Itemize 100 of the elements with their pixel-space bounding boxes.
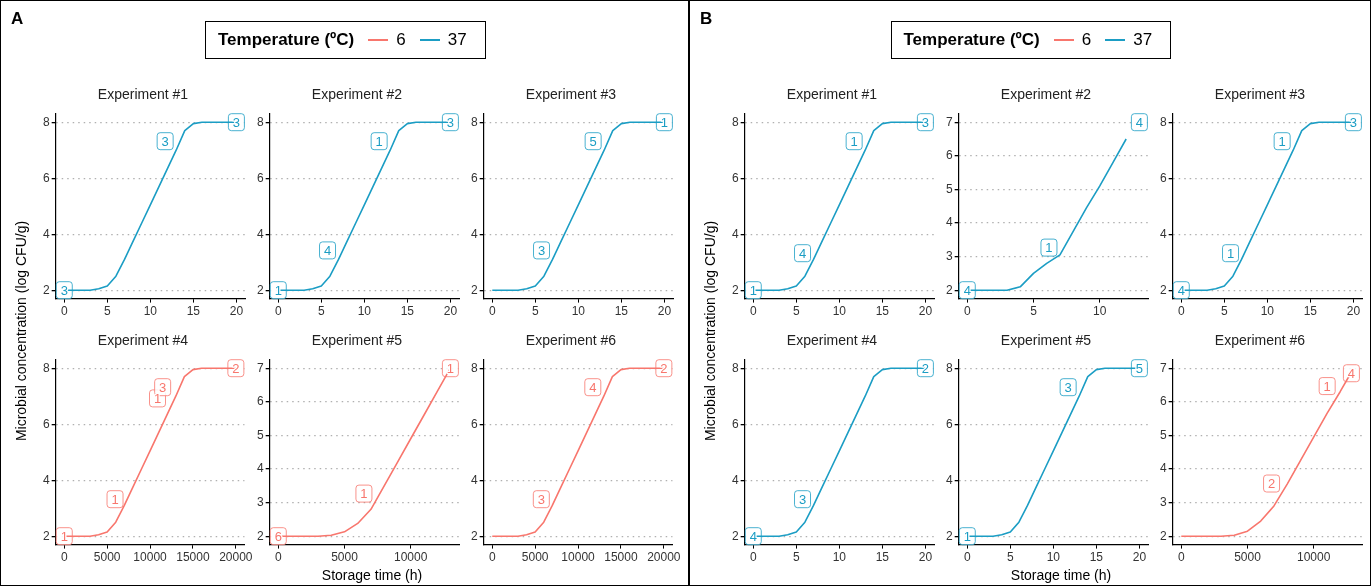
- x-tick-label: 5: [317, 304, 325, 319]
- y-tick-label: 5: [945, 181, 953, 196]
- annotation: 3: [537, 491, 545, 507]
- x-tick-label: 0: [488, 304, 496, 319]
- y-tick-label: 4: [945, 215, 953, 230]
- annotation: 1: [850, 133, 858, 149]
- y-tick-label: 4: [470, 226, 478, 241]
- y-tick-label: 6: [945, 148, 953, 163]
- x-tick-label: 15: [1303, 304, 1318, 319]
- x-tick-label: 5: [1220, 304, 1228, 319]
- annotation: 3: [1349, 114, 1358, 130]
- y-tick-label: 5: [1159, 427, 1167, 442]
- annotation: 3: [159, 379, 167, 395]
- annotation: 1: [1323, 378, 1331, 394]
- annotation: 4: [323, 242, 332, 258]
- x-tick-label: 0: [749, 304, 757, 319]
- y-tick-label: 2: [256, 528, 264, 543]
- y-tick-label: 2: [945, 528, 953, 543]
- x-tick-label: 10000: [1296, 550, 1331, 565]
- x-tick-label: 15: [875, 550, 890, 565]
- annotation: 2: [921, 360, 930, 376]
- y-tick-label: 8: [731, 360, 739, 375]
- y-tick-label: 4: [256, 461, 264, 476]
- annotation: 1: [375, 133, 383, 149]
- x-tick-label: 10: [832, 550, 847, 565]
- annotation: 4: [1347, 365, 1356, 381]
- y-axis-title: Microbial concentration (log CFU/g): [702, 220, 718, 442]
- legend-label: 6: [396, 30, 406, 50]
- annotation: 3: [446, 114, 455, 130]
- annotation: 4: [1177, 282, 1185, 298]
- y-tick-label: 6: [945, 416, 953, 431]
- legend-label: 6: [1081, 30, 1092, 50]
- y-tick-label: 4: [1159, 226, 1167, 241]
- x-tick-label: 20: [443, 304, 458, 319]
- chart-title: Experiment #3: [525, 86, 617, 103]
- y-tick-label: 3: [1159, 494, 1167, 509]
- y-tick-label: 2: [731, 528, 739, 543]
- annotation: 1: [963, 528, 971, 544]
- x-tick-label: 0: [60, 304, 68, 319]
- annotation: 6: [274, 528, 282, 544]
- y-tick-label: 7: [256, 360, 264, 375]
- annotation: 3: [921, 114, 930, 130]
- x-tick-label: 10000: [393, 550, 428, 565]
- x-tick-label: 0: [1177, 550, 1185, 565]
- annotation: 1: [274, 282, 282, 298]
- y-tick-label: 2: [945, 282, 953, 297]
- x-tick-label: 10000: [561, 550, 596, 565]
- x-tick-label: 15: [1089, 550, 1104, 565]
- x-tick-label: 5000: [331, 550, 359, 565]
- annotation: 4: [749, 528, 757, 544]
- x-tick-label: 10: [1046, 550, 1061, 565]
- x-tick-label: 20000: [647, 550, 681, 565]
- x-tick-label: 5000: [93, 550, 121, 565]
- y-tick-label: 6: [256, 394, 264, 409]
- x-tick-label: 20000: [219, 550, 253, 565]
- annotation: 1: [1278, 133, 1286, 149]
- y-tick-label: 3: [256, 494, 264, 509]
- legend-label: 37: [447, 30, 467, 50]
- annotation: 1: [360, 486, 368, 502]
- y-tick-label: 6: [42, 170, 50, 185]
- legend-title: Temperature (ºC): [218, 30, 355, 50]
- x-tick-label: 0: [488, 550, 496, 565]
- x-tick-label: 10: [832, 304, 847, 319]
- chart-title: Experiment #3: [1214, 86, 1306, 103]
- x-tick-label: 10: [571, 304, 586, 319]
- y-tick-label: 6: [731, 416, 739, 431]
- x-tick-label: 20: [657, 304, 672, 319]
- x-tick-label: 10: [143, 304, 158, 319]
- x-tick-label: 5000: [521, 550, 549, 565]
- chart-title: Experiment #2: [1000, 86, 1092, 103]
- y-tick-label: 8: [470, 360, 478, 375]
- x-tick-label: 10: [1093, 304, 1107, 319]
- y-tick-label: 2: [1159, 282, 1167, 297]
- x-tick-label: 5: [103, 304, 111, 319]
- y-tick-label: 8: [42, 114, 50, 129]
- annotation: 3: [161, 133, 169, 149]
- chart-title: Experiment #5: [311, 332, 403, 349]
- y-tick-label: 2: [470, 282, 478, 297]
- x-tick-label: 10000: [133, 550, 168, 565]
- annotation: 1: [1045, 240, 1053, 256]
- y-tick-label: 8: [945, 360, 953, 375]
- chart-title: Experiment #6: [525, 332, 617, 349]
- chart-title: Experiment #6: [1214, 332, 1306, 349]
- y-tick-label: 6: [731, 170, 739, 185]
- annotation: 1: [1226, 245, 1235, 261]
- x-tick-label: 5: [1030, 304, 1038, 319]
- y-tick-label: 4: [731, 472, 739, 487]
- y-tick-label: 2: [42, 282, 50, 297]
- y-tick-label: 4: [945, 472, 953, 487]
- x-tick-label: 10: [357, 304, 372, 319]
- x-tick-label: 15: [400, 304, 415, 319]
- x-axis-title: Storage time (h): [321, 567, 423, 583]
- x-tick-label: 20: [1346, 304, 1361, 319]
- y-tick-label: 7: [945, 114, 953, 129]
- x-tick-label: 10: [1260, 304, 1275, 319]
- y-tick-label: 6: [256, 170, 264, 185]
- y-tick-label: 6: [470, 170, 478, 185]
- chart-title: Experiment #4: [786, 332, 878, 349]
- y-tick-label: 6: [1159, 394, 1167, 409]
- annotation: 1: [111, 491, 119, 507]
